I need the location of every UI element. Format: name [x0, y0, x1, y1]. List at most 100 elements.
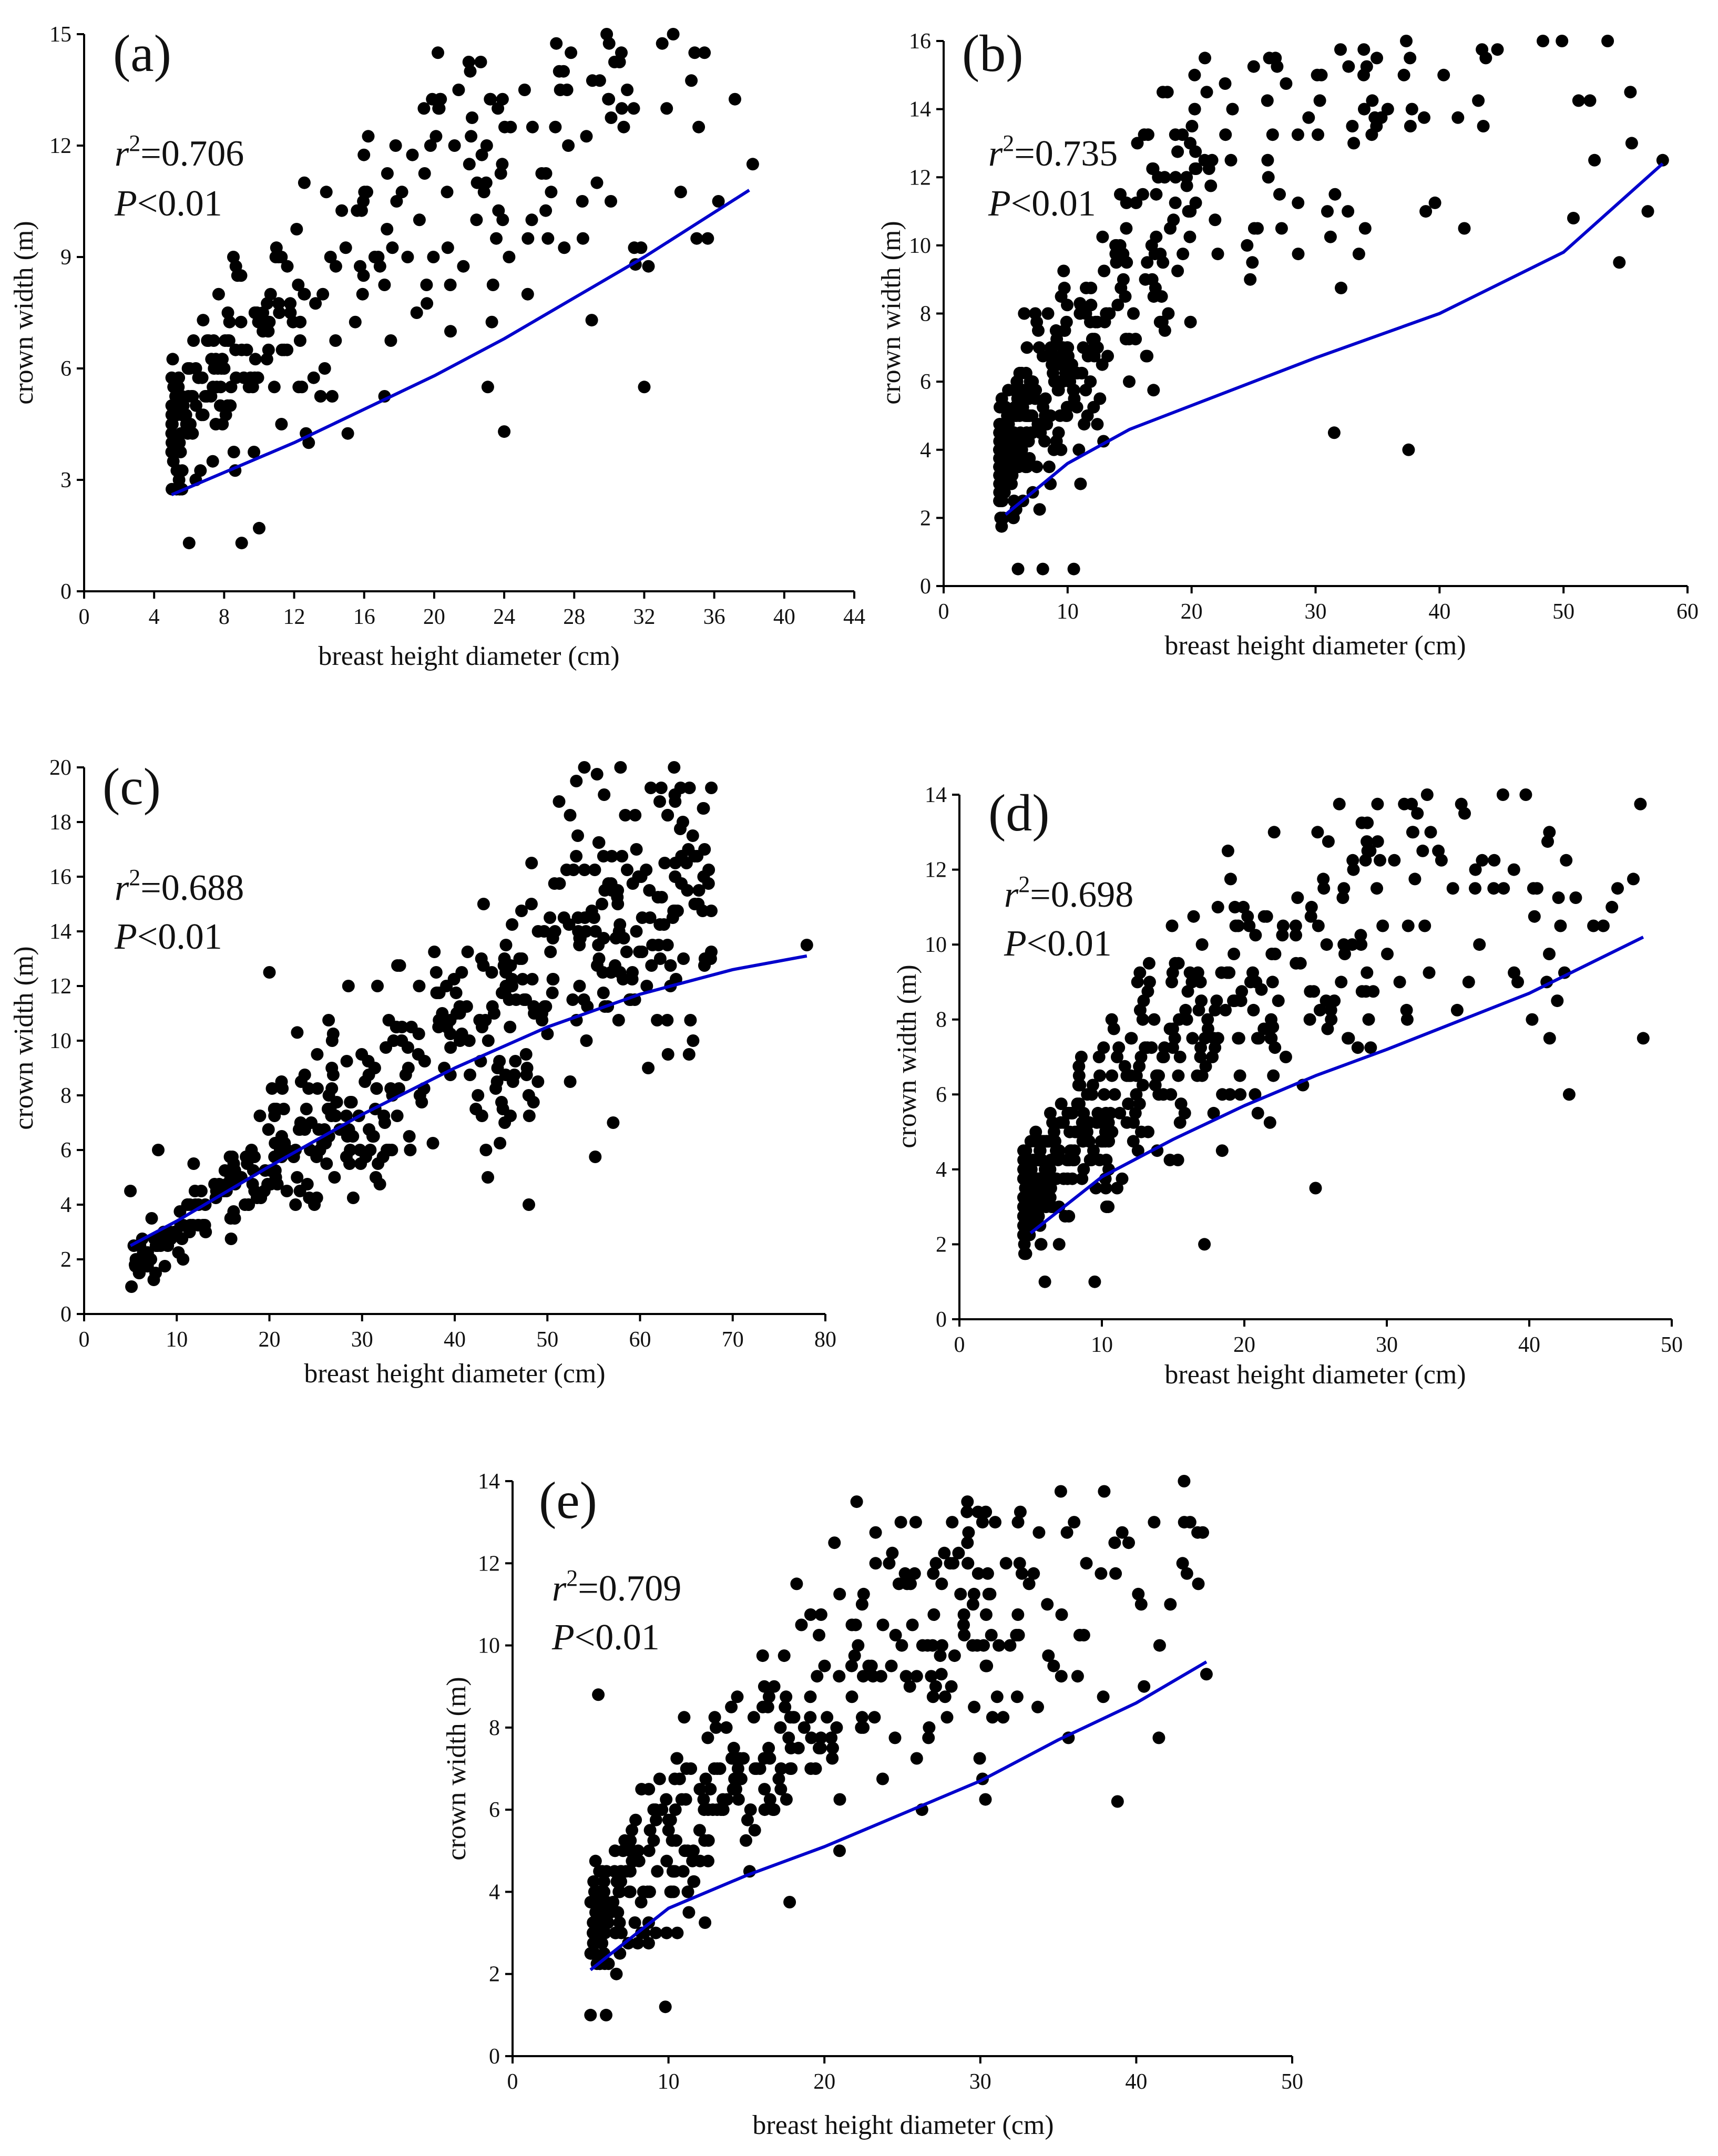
- data-point: [194, 464, 207, 477]
- data-point: [1005, 477, 1018, 490]
- data-point: [526, 120, 539, 134]
- data-point: [182, 537, 196, 550]
- x-tick-label: 20: [259, 1328, 281, 1352]
- data-point: [664, 959, 677, 972]
- data-point: [444, 325, 457, 338]
- data-point: [523, 1198, 535, 1211]
- data-point: [354, 260, 366, 273]
- data-point: [246, 1178, 259, 1190]
- data-point: [125, 1280, 138, 1293]
- x-tick-label: 0: [79, 605, 90, 629]
- data-point: [910, 1670, 923, 1683]
- data-point: [228, 1164, 241, 1177]
- data-point: [1076, 1172, 1089, 1185]
- y-tick-label: 12: [925, 858, 947, 882]
- data-point: [1039, 409, 1052, 422]
- x-axis-label: breast height diameter (cm): [1164, 1360, 1466, 1390]
- data-point: [1174, 1097, 1188, 1111]
- data-point: [326, 1069, 340, 1081]
- data-point: [593, 74, 606, 87]
- data-point: [1342, 205, 1355, 218]
- data-point: [562, 139, 575, 152]
- data-point: [454, 1034, 466, 1047]
- data-point: [450, 1007, 463, 1020]
- data-point: [464, 65, 477, 78]
- data-point: [906, 1618, 919, 1631]
- data-point: [322, 1014, 335, 1026]
- data-point: [1411, 807, 1424, 820]
- data-point: [679, 1793, 692, 1806]
- data-point: [1019, 409, 1032, 422]
- data-point: [916, 1639, 929, 1652]
- data-point: [962, 1557, 975, 1570]
- data-point: [1342, 60, 1355, 73]
- data-point: [1138, 128, 1151, 141]
- data-point: [518, 84, 531, 96]
- data-point: [1198, 1238, 1211, 1251]
- data-point: [165, 418, 178, 430]
- data-point: [712, 195, 725, 208]
- data-point: [364, 1144, 377, 1156]
- data-point: [753, 1762, 766, 1775]
- data-point: [1180, 171, 1193, 184]
- data-point: [565, 46, 578, 59]
- data-point: [701, 1731, 714, 1744]
- data-point: [668, 761, 681, 774]
- data-point: [981, 1567, 994, 1580]
- data-point: [1192, 1577, 1205, 1590]
- data-point: [1249, 1088, 1262, 1101]
- data-point: [1141, 985, 1154, 998]
- data-point: [1312, 128, 1324, 141]
- data-point: [993, 426, 1006, 439]
- data-point: [948, 1649, 961, 1662]
- data-point: [428, 946, 441, 958]
- data-point: [1272, 994, 1285, 1008]
- data-point: [876, 1772, 889, 1785]
- data-point: [546, 987, 559, 999]
- data-point: [910, 1752, 923, 1765]
- data-point: [692, 120, 705, 134]
- data-point: [645, 959, 658, 972]
- data-point: [539, 167, 553, 180]
- data-point: [627, 102, 640, 115]
- data-point: [651, 1865, 664, 1878]
- data-point: [1142, 1125, 1154, 1138]
- data-point: [1068, 1516, 1081, 1529]
- data-point: [1158, 324, 1171, 337]
- data-point: [1057, 264, 1070, 278]
- x-tick-label: 60: [629, 1328, 651, 1352]
- data-point: [391, 959, 404, 972]
- data-point: [1338, 948, 1351, 960]
- data-point: [1358, 222, 1372, 235]
- data-point: [592, 1688, 605, 1701]
- data-point: [1110, 239, 1123, 252]
- data-point: [1327, 426, 1341, 439]
- data-point: [1113, 1106, 1127, 1120]
- data-point: [731, 1762, 744, 1775]
- data-point: [1044, 1191, 1057, 1204]
- y-tick-label: 20: [49, 756, 71, 780]
- data-point: [1031, 418, 1045, 431]
- data-point: [311, 1082, 324, 1095]
- data-point: [1086, 1079, 1099, 1092]
- x-tick-label: 4: [149, 605, 160, 629]
- data-point: [1047, 1659, 1060, 1672]
- data-point: [686, 829, 699, 842]
- data-point: [1180, 1567, 1193, 1580]
- data-point: [1526, 1013, 1539, 1026]
- data-point: [1081, 1088, 1094, 1101]
- data-point: [1292, 248, 1305, 261]
- y-tick-label: 6: [489, 1798, 500, 1822]
- data-point: [472, 1089, 485, 1102]
- data-point: [1472, 94, 1485, 107]
- data-point: [1428, 196, 1441, 209]
- data-point: [1143, 976, 1156, 989]
- data-point: [346, 1192, 360, 1204]
- data-point: [1194, 1041, 1207, 1054]
- data-point: [1276, 929, 1289, 942]
- data-point: [612, 1014, 625, 1026]
- data-point: [587, 1875, 600, 1888]
- data-point: [1320, 938, 1333, 951]
- data-point: [1083, 1116, 1096, 1129]
- data-point: [1206, 1051, 1219, 1063]
